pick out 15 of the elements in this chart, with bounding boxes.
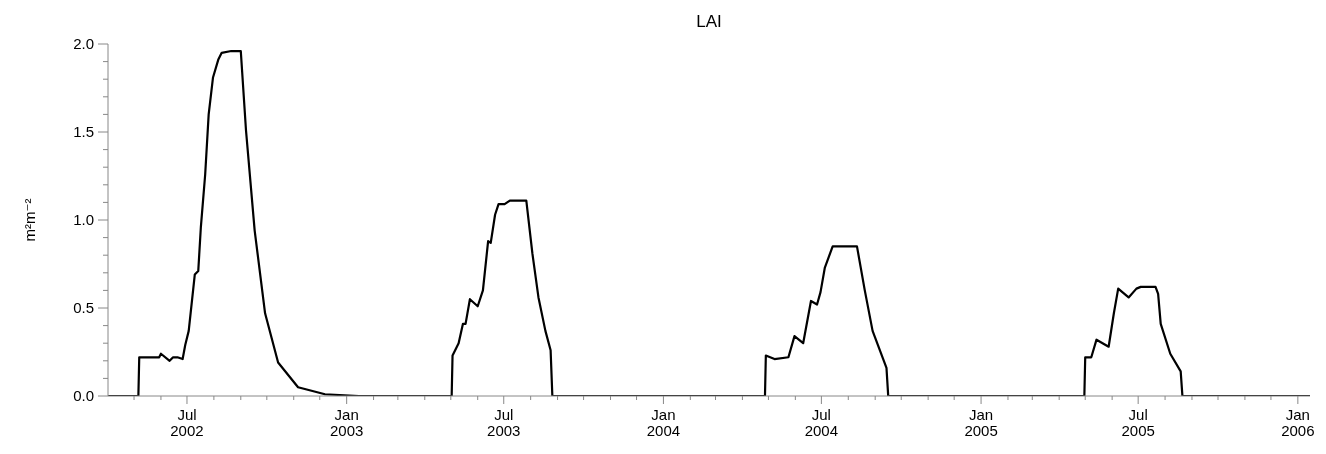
chart-title: LAI [695,12,723,32]
y-tick-label: 2.0 [73,35,94,52]
x-tick-label: Jan 2006 [1281,406,1315,439]
x-tick-label: Jul 2005 [1121,406,1155,439]
x-tick-label: Jan 2005 [964,406,998,439]
x-tick-label: Jan 2003 [329,406,364,439]
y-tick-label: 1.0 [73,211,94,228]
x-tick-label: Jan 2004 [646,406,681,439]
x-tick-label: Jul 2004 [804,406,839,439]
x-tick-label: Jul 2002 [170,406,204,439]
y-axis-title: m²m⁻² [21,198,39,242]
y-tick-label: 0.0 [73,387,94,404]
y-tick-label: 0.5 [73,299,94,316]
x-tick-label: Jul 2003 [487,406,521,439]
y-tick-label: 1.5 [73,123,94,140]
